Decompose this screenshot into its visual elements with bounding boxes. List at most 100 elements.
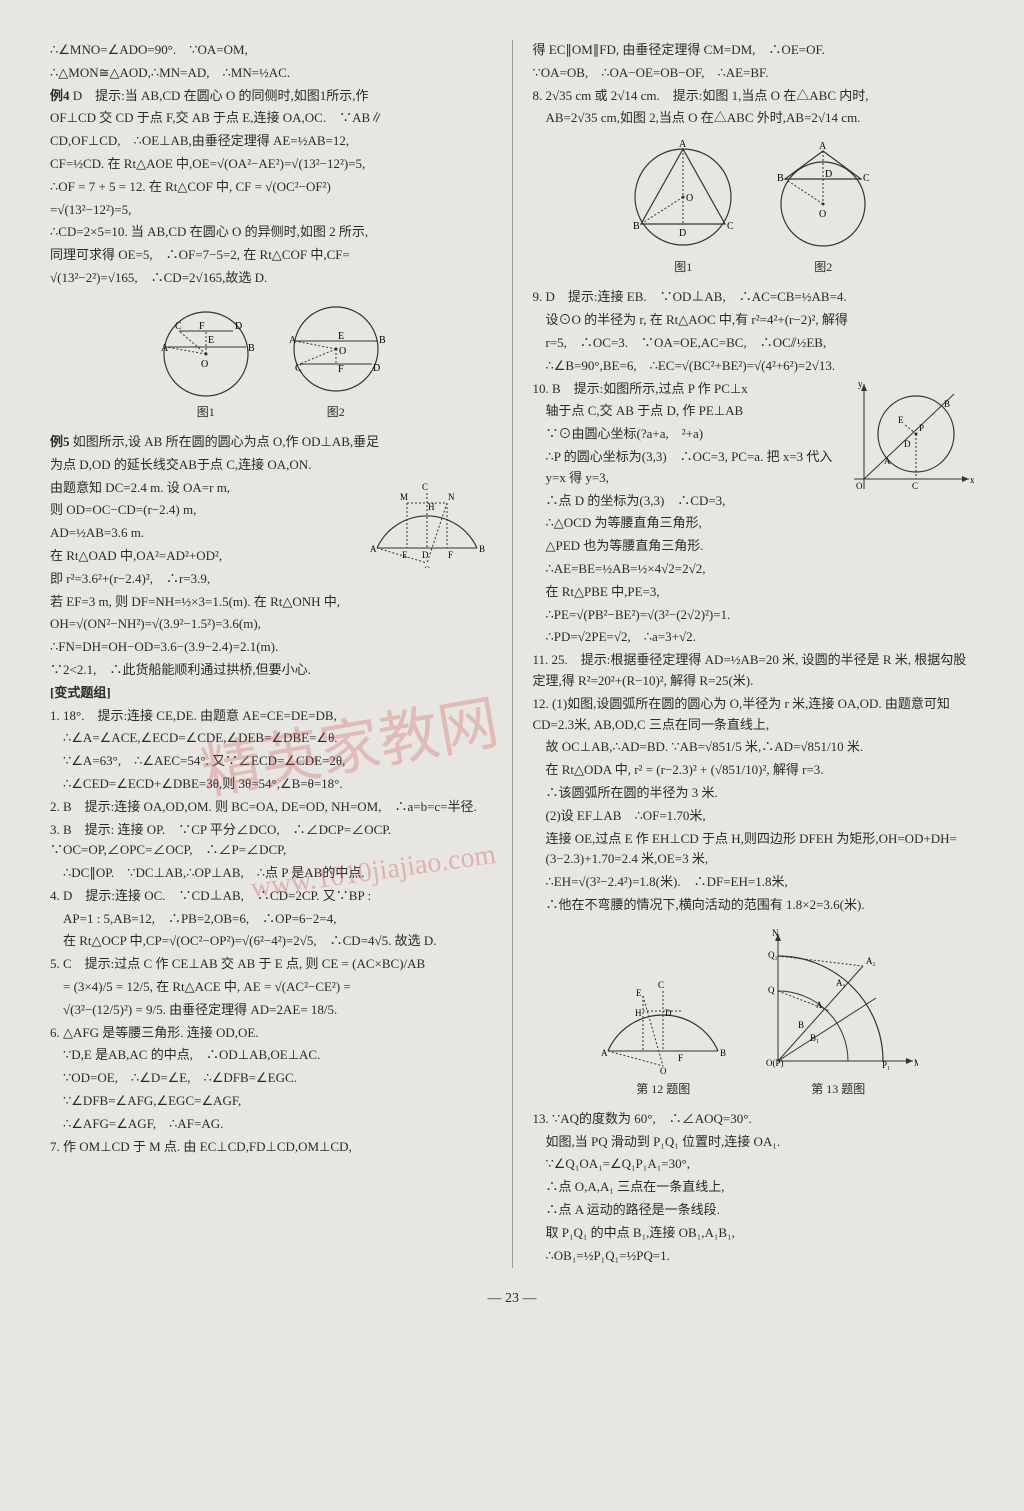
text-line: 在 Rt△ODA 中, r² = (r−2.3)² + (√851/10)², …	[533, 760, 975, 781]
text-line: △PED 也为等腰直角三角形.	[533, 536, 975, 557]
text-line: ∴CD=2×5=10. 当 AB,CD 在圆心 O 的异侧时,如图 2 所示,	[50, 222, 492, 243]
svg-text:A: A	[370, 544, 377, 554]
text-line: ∴点 O,A,A₁ 三点在一条直线上,	[533, 1177, 975, 1198]
text-line: 6. △AFG 是等腰三角形. 连接 OD,OE.	[50, 1023, 492, 1044]
text-line: 若 EF=3 m, 则 DF=NH=½×3=1.5(m). 在 Rt△ONH 中…	[50, 592, 492, 613]
svg-text:B: B	[379, 335, 386, 346]
example-4: 例4 D 提示:当 AB,CD 在圆心 O 的同侧时,如图1所示,作	[50, 86, 492, 107]
svg-text:F: F	[678, 1053, 683, 1063]
page-number: — 23 —	[50, 1288, 974, 1310]
svg-text:E: E	[636, 988, 642, 998]
text-line: D 提示:当 AB,CD 在圆心 O 的同侧时,如图1所示,作	[73, 88, 369, 103]
svg-text:B: B	[777, 173, 784, 184]
text-line: 在 Rt△PBE 中,PE=3,	[533, 582, 975, 603]
text-line: 11. 25. 提示:根据垂径定理得 AD=½AB=20 米, 设圆的半径是 R…	[533, 650, 975, 692]
svg-text:P₁: P₁	[882, 1060, 890, 1070]
text-line: 12. (1)如图,设圆弧所在圆的圆心为 O,半径为 r 米,连接 OA,OD.…	[533, 694, 975, 736]
text-line: ∴AE=BE=½AB=½×4√2=2√2,	[533, 559, 975, 580]
diagram-q10: O x y P B A C D E	[844, 379, 974, 499]
svg-text:A: A	[679, 139, 687, 150]
text-line: ∴△MON≅△AOD,∴MN=AD, ∴MN=½AC.	[50, 63, 492, 84]
diagram-q8-fig1: A B C O D 图1	[623, 139, 743, 277]
svg-text:O: O	[819, 209, 826, 220]
svg-text:O: O	[686, 193, 693, 204]
text-line: AB=2√35 cm,如图 2,当点 O 在△ABC 外时,AB=2√14 cm…	[533, 108, 975, 129]
svg-text:D: D	[665, 1008, 672, 1018]
text-line: 即 r²=3.6²+(r−2.4)², ∴r=3.9,	[50, 569, 492, 590]
text-line: ∴∠B=90°,BE=6, ∴EC=√(BC²+BE²)=√(4²+6²)=2√…	[533, 356, 975, 377]
svg-text:A: A	[819, 141, 827, 152]
text-line: AP=1 : 5,AB=12, ∴PB=2,OB=6, ∴OP=6−2=4,	[50, 909, 492, 930]
svg-text:C: C	[727, 221, 734, 232]
svg-text:D: D	[235, 321, 242, 332]
svg-text:F: F	[448, 550, 453, 560]
text-line: = (3×4)/5 = 12/5, 在 Rt△ACE 中, AE = √(AC²…	[50, 977, 492, 998]
text-line: ∴∠CED=∠ECD+∠DBE=3θ,则 3θ=54°,∠B=θ=18°.	[50, 774, 492, 795]
diagram-row-q12-13: C E H D A F B O 第 12 题图	[533, 926, 975, 1099]
svg-text:E: E	[208, 335, 214, 346]
text-line: 8. 2√35 cm 或 2√14 cm. 提示:如图 1,当点 O 在△ABC…	[533, 86, 975, 107]
svg-text:B: B	[944, 399, 950, 409]
triangle-circle-icon: A B C O D	[623, 139, 743, 254]
text-line: √(3²−(12/5)²) = 9/5. 由垂径定理得 AD=2AE= 18/5…	[50, 1000, 492, 1021]
text-line: ∵2<2.1, ∴此货船能顺利通过拱桥,但要小心.	[50, 660, 492, 681]
text-line: ∵∠A=63°, ∴∠AEC=54°. 又∵∠ECD=∠CDE=2θ,	[50, 751, 492, 772]
text-line: √(13²−2²)=√165, ∴CD=2√165,故选 D.	[50, 268, 492, 289]
svg-text:A: A	[816, 1000, 823, 1010]
text-line: 7. 作 OM⊥CD 于 M 点. 由 EC⊥CD,FD⊥CD,OM⊥CD,	[50, 1137, 492, 1158]
svg-text:B: B	[720, 1048, 726, 1058]
diagram-ex4-fig2: A B C D E F O 图2	[281, 299, 391, 422]
example-label: 例5	[50, 434, 70, 449]
text-line: 4. D 提示:连接 OC. ∵CD⊥AB, ∴CD=2CP. 又∵BP :	[50, 886, 492, 907]
text-line: 2. B 提示:连接 OA,OD,OM. 则 BC=OA, DE=OD, NH=…	[50, 797, 492, 818]
svg-text:O: O	[424, 565, 431, 568]
quarter-circle-icon: O(P) M N Q₁ Q A₂ A₁ A B B₁ P₁	[758, 926, 918, 1076]
text-line: ∴OB₁=½P₁Q₁=½PQ=1.	[533, 1246, 975, 1267]
column-divider	[512, 40, 513, 1268]
text-line: =√(13²−12²)=5,	[50, 200, 492, 221]
text-line: 同理可求得 OE=5, ∴OF=7−5=2, 在 Rt△COF 中,CF=	[50, 245, 492, 266]
text-line: ∴OF = 7 + 5 = 12. 在 Rt△COF 中, CF = √(OC²…	[50, 177, 492, 198]
diagram-caption: 图1	[623, 258, 743, 277]
svg-text:C: C	[175, 321, 182, 332]
svg-text:A: A	[601, 1048, 608, 1058]
text-line: OF⊥CD 交 CD 于点 F,交 AB 于点 E,连接 OA,OC. ∵AB∥	[50, 108, 492, 129]
svg-text:Q₁: Q₁	[768, 950, 778, 960]
svg-text:B₁: B₁	[810, 1033, 819, 1043]
text-line: ∴PE=√(PB²−BE²)=√(3²−(2√2)²)=1.	[533, 605, 975, 626]
diagram-caption: 第 12 题图	[588, 1080, 738, 1099]
text-line: ∴点 A 运动的路径是一条线段.	[533, 1200, 975, 1221]
svg-text:A₂: A₂	[866, 956, 876, 966]
svg-text:B: B	[633, 221, 640, 232]
diagram-row-ex4: A B C D E F O 图1	[50, 299, 492, 422]
svg-text:C: C	[912, 481, 918, 491]
coord-circle-icon: O x y P B A C D E	[844, 379, 974, 499]
text-line: (2)设 EF⊥AB ∴OF=1.70米,	[533, 806, 975, 827]
text-line: 3. B 提示: 连接 OP. ∵CP 平分∠DCO, ∴∠DCP=∠OCP. …	[50, 820, 492, 862]
example-label: 例4	[50, 88, 70, 103]
circle-diagram-icon: A B C D E F O	[281, 299, 391, 399]
svg-text:A: A	[289, 335, 297, 346]
diagram-caption: 图2	[281, 403, 391, 422]
text-line: 如图所示,设 AB 所在圆的圆心为点 O,作 OD⊥AB,垂足	[73, 434, 379, 449]
left-column: ∴∠MNO=∠ADO=90°. ∵OA=OM, ∴△MON≅△AOD,∴MN=A…	[50, 40, 492, 1268]
svg-text:B: B	[798, 1020, 804, 1030]
page-container: ∴∠MNO=∠ADO=90°. ∵OA=OM, ∴△MON≅△AOD,∴MN=A…	[50, 40, 974, 1268]
text-line: OH=√(ON²−NH²)=√(3.9²−1.5²)=3.6(m),	[50, 614, 492, 635]
svg-text:C: C	[658, 980, 664, 990]
text-line: 连接 OE,过点 E 作 EH⊥CD 于点 H,则四边形 DFEH 为矩形,OH…	[533, 829, 975, 871]
text-line: ∴该圆弧所在圆的半径为 3 米.	[533, 783, 975, 804]
circle-diagram-icon: A B C D E F O	[151, 299, 261, 399]
svg-text:A: A	[884, 456, 891, 466]
diagram-ex4-fig1: A B C D E F O 图1	[151, 299, 261, 422]
svg-text:E: E	[898, 415, 904, 425]
svg-text:D: D	[679, 228, 686, 239]
svg-text:Q: Q	[768, 985, 775, 995]
text-line: ∵∠Q₁OA₁=∠Q₁P₁A₁=30°,	[533, 1154, 975, 1175]
svg-text:C: C	[863, 173, 870, 184]
text-line: 设⊙O 的半径为 r, 在 Rt△AOC 中,有 r²=4²+(r−2)², 解…	[533, 310, 975, 331]
text-line: ∴∠A=∠ACE,∠ECD=∠CDE,∠DEB=∠DBE=∠θ.	[50, 728, 492, 749]
diagram-q8-fig2: A B C D O 图2	[763, 139, 883, 277]
svg-text:M: M	[914, 1058, 918, 1068]
text-line: ∴PD=√2PE=√2, ∴a=3+√2.	[533, 627, 975, 648]
